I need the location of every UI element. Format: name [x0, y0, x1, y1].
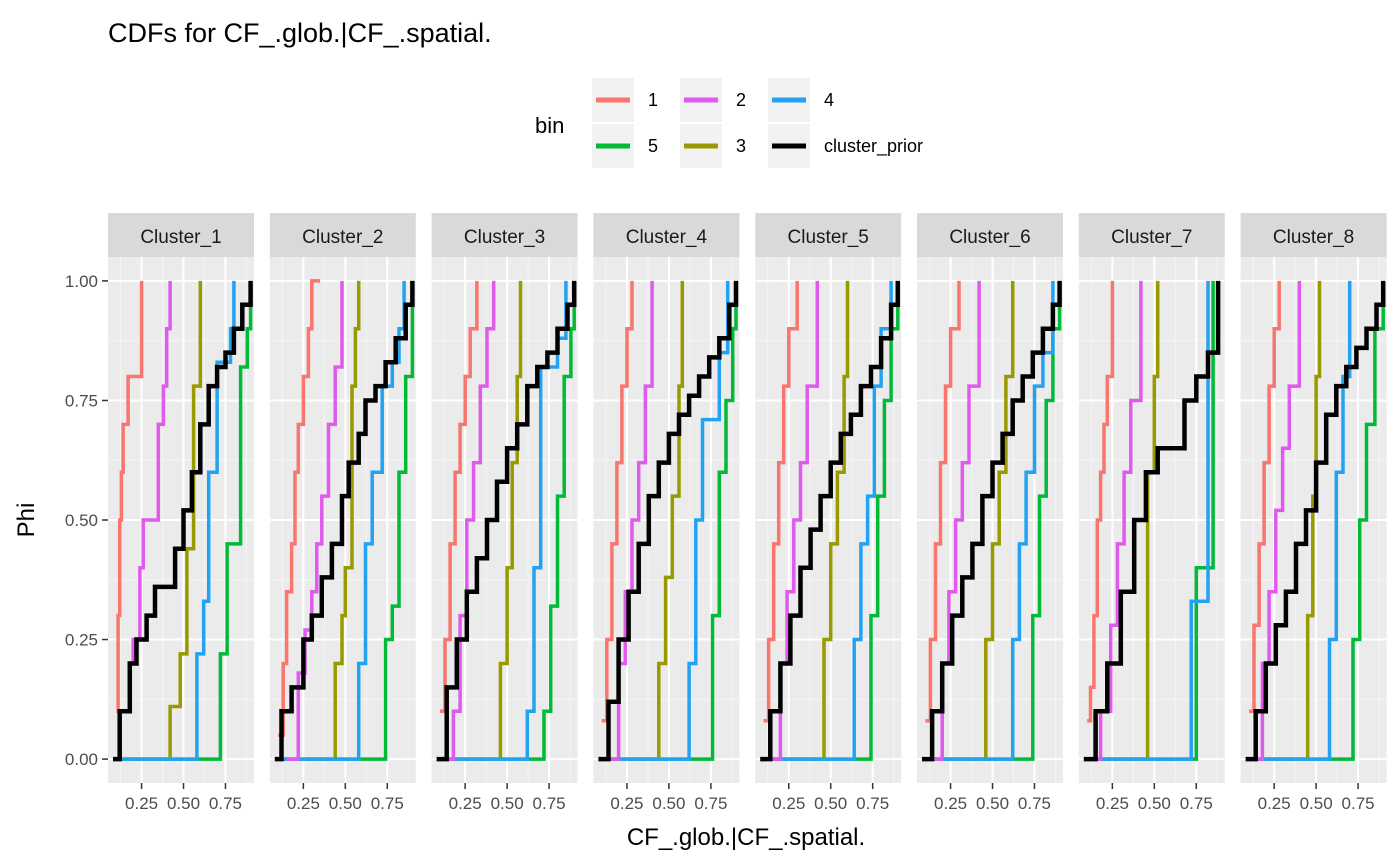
series-line-1	[1087, 280, 1115, 723]
x-tick-label: 0.25	[610, 794, 643, 813]
strip-label: Cluster_3	[464, 227, 545, 248]
y-axis: 0.00 0.25 0.50 0.75 1.00	[65, 272, 108, 769]
series-line-5	[278, 280, 415, 761]
x-tick-label: 0.75	[533, 794, 566, 813]
series-line-5	[116, 280, 253, 761]
x-tick-label: 0.75	[371, 794, 404, 813]
x-tick-label: 0.75	[1018, 794, 1051, 813]
legend-label-3: 3	[736, 136, 746, 156]
series-line-4	[116, 280, 236, 761]
series-line-1	[601, 280, 634, 723]
strip-background	[917, 213, 1063, 257]
series-line-1	[440, 280, 479, 714]
x-tick-label: 0.25	[772, 794, 805, 813]
y-axis-title: Phi	[13, 503, 40, 538]
panel-Cluster_8: Cluster_8 0.25 0.50 0.75	[1240, 213, 1387, 813]
legend-label-5: 5	[648, 136, 658, 156]
strip-background	[1240, 213, 1387, 257]
panel-Cluster_5: Cluster_5 0.25 0.50 0.75	[755, 213, 902, 813]
series-line-4	[925, 280, 1055, 761]
panel-Cluster_7: Cluster_7 0.25 0.50 0.75	[1078, 213, 1225, 813]
strip-background	[269, 213, 416, 257]
series-line-1	[278, 279, 321, 737]
series-line-1	[1249, 280, 1281, 714]
panel-Cluster_6: Cluster_6 0.25 0.50 0.75	[917, 213, 1063, 813]
x-tick-label: 0.25	[287, 794, 320, 813]
legend-label-4: 4	[824, 90, 834, 110]
x-tick-label: 0.50	[1138, 794, 1171, 813]
series-line-3	[278, 280, 361, 761]
x-tick-label: 0.75	[1180, 794, 1213, 813]
panel-Cluster_1: Cluster_1 0.25 0.50 0.75	[108, 213, 254, 813]
strip-background	[755, 213, 902, 257]
series-line-cluster_prior	[1083, 280, 1221, 762]
series-line-cluster_prior	[436, 280, 577, 762]
y-tick-label: 0.75	[65, 391, 98, 410]
x-tick-label: 0.50	[976, 794, 1009, 813]
x-tick-label: 0.75	[209, 794, 242, 813]
y-tick-label: 0.00	[65, 750, 98, 769]
series-line-1	[763, 280, 799, 723]
x-tick-label: 0.75	[694, 794, 727, 813]
strip-background	[431, 213, 578, 257]
series-line-cluster_prior	[922, 280, 1062, 762]
panel-Cluster_4: Cluster_4 0.25 0.50 0.75	[593, 213, 740, 813]
x-tick-label: 0.25	[1258, 794, 1291, 813]
facet-panels: Cluster_1 0.25 0.50 0.75 Cluster_2 0.25 0.50 0.…	[108, 213, 1387, 813]
series-line-4	[1087, 280, 1210, 761]
series-line-2	[1252, 280, 1302, 761]
chart-title: CDFs for CF_.glob.|CF_.spatial.	[108, 18, 492, 48]
strip-background	[1078, 213, 1225, 257]
strip-background	[108, 213, 254, 257]
x-tick-label: 0.50	[814, 794, 847, 813]
x-tick-label: 0.25	[1096, 794, 1129, 813]
x-tick-label: 0.25	[125, 794, 158, 813]
legend-label-2: 2	[736, 90, 746, 110]
strip-label: Cluster_6	[949, 227, 1030, 248]
series-line-5	[440, 280, 576, 761]
strip-label: Cluster_4	[626, 227, 708, 248]
series-line-cluster_prior	[113, 280, 253, 762]
x-tick-label: 0.25	[449, 794, 482, 813]
strip-label: Cluster_7	[1111, 227, 1192, 248]
series-line-1	[116, 280, 144, 714]
x-tick-label: 0.50	[329, 794, 362, 813]
series-line-2	[443, 280, 496, 761]
x-tick-label: 0.50	[652, 794, 685, 813]
series-line-cluster_prior	[1245, 280, 1386, 762]
y-tick-label: 0.25	[65, 631, 98, 650]
x-tick-label: 0.25	[934, 794, 967, 813]
x-tick-label: 0.75	[856, 794, 889, 813]
series-line-1	[925, 280, 961, 723]
x-tick-label: 0.50	[167, 794, 200, 813]
series-line-3	[116, 280, 203, 761]
strip-label: Cluster_1	[140, 227, 221, 248]
panel-Cluster_3: Cluster_3 0.25 0.50 0.75	[431, 213, 578, 813]
x-tick-label: 0.75	[1342, 794, 1375, 813]
y-tick-label: 0.50	[65, 511, 98, 530]
x-tick-label: 0.50	[1300, 794, 1333, 813]
series-line-cluster_prior	[274, 280, 415, 762]
legend-label-cluster_prior: cluster_prior	[824, 136, 923, 157]
strip-label: Cluster_8	[1273, 227, 1354, 248]
legend-title: bin	[535, 113, 564, 138]
x-tick-label: 0.50	[491, 794, 524, 813]
series-line-4	[278, 280, 406, 761]
strip-label: Cluster_5	[788, 227, 869, 248]
panel-Cluster_2: Cluster_2 0.25 0.50 0.75	[269, 213, 416, 813]
x-axis-title: CF_.glob.|CF_.spatial.	[627, 824, 865, 851]
y-tick-label: 1.00	[65, 272, 98, 291]
series-line-5	[601, 280, 738, 761]
strip-label: Cluster_2	[302, 227, 383, 248]
series-line-cluster_prior	[760, 280, 901, 762]
legend: bin 1 5 2 3 4 cluster_prior	[535, 78, 923, 168]
legend-label-1: 1	[648, 90, 658, 110]
series-line-cluster_prior	[598, 280, 739, 762]
strip-background	[593, 213, 740, 257]
